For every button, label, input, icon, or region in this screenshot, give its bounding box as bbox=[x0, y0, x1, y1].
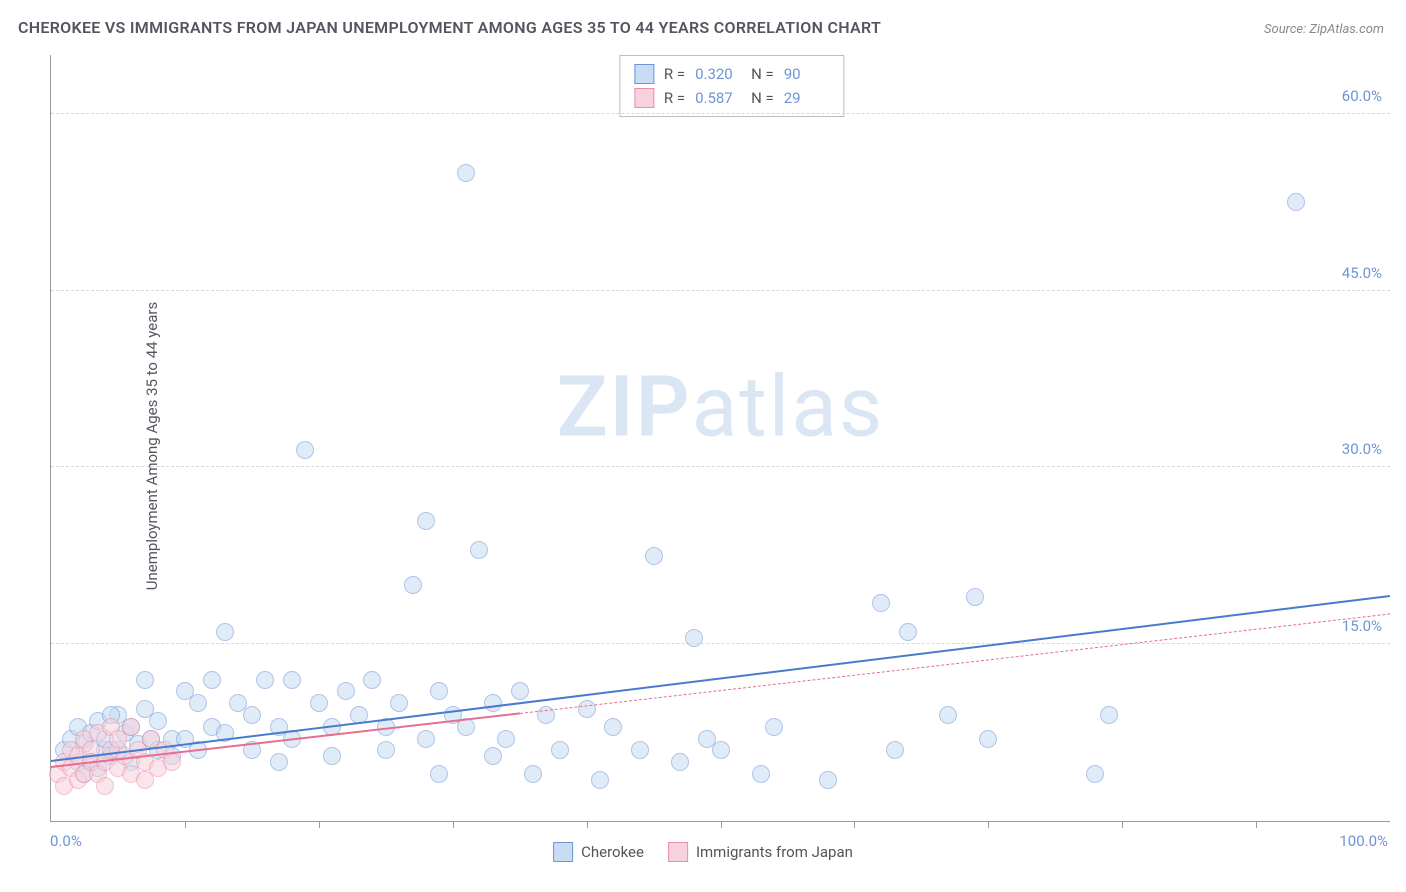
x-tick-mark bbox=[319, 821, 320, 828]
x-tick-mark bbox=[453, 821, 454, 828]
data-point bbox=[283, 671, 301, 689]
legend-r-label: R = bbox=[664, 65, 685, 83]
data-point bbox=[430, 765, 448, 783]
x-tick-mark bbox=[1122, 821, 1123, 828]
data-point bbox=[457, 164, 475, 182]
data-point bbox=[136, 671, 154, 689]
y-tick-label: 30.0% bbox=[1342, 440, 1382, 458]
legend-series-item: Immigrants from Japan bbox=[668, 842, 853, 862]
legend-stats: R = 0.320 N = 90 R = 0.587 N = 29 bbox=[619, 55, 845, 117]
data-point bbox=[551, 741, 569, 759]
data-point bbox=[404, 576, 422, 594]
data-point bbox=[203, 671, 221, 689]
legend-r-label: R = bbox=[664, 89, 685, 107]
data-point bbox=[430, 682, 448, 700]
legend-r-value: 0.587 bbox=[695, 89, 741, 107]
data-point bbox=[819, 771, 837, 789]
data-point bbox=[578, 700, 596, 718]
data-point bbox=[631, 741, 649, 759]
source-link[interactable]: Source: ZipAtlas.com bbox=[1264, 22, 1384, 37]
data-point bbox=[685, 629, 703, 647]
data-point bbox=[645, 547, 663, 565]
data-point bbox=[163, 753, 181, 771]
data-point bbox=[122, 718, 140, 736]
legend-swatch bbox=[634, 64, 654, 84]
x-tick-mark bbox=[1256, 821, 1257, 828]
data-point bbox=[712, 741, 730, 759]
data-point bbox=[417, 730, 435, 748]
data-point bbox=[1100, 706, 1118, 724]
data-point bbox=[1086, 765, 1104, 783]
y-tick-label: 45.0% bbox=[1342, 264, 1382, 282]
legend-series: Cherokee Immigrants from Japan bbox=[553, 842, 853, 862]
watermark-zip: ZIP bbox=[557, 358, 692, 457]
data-point bbox=[310, 694, 328, 712]
data-point bbox=[323, 747, 341, 765]
trendline bbox=[51, 595, 1390, 762]
data-point bbox=[377, 741, 395, 759]
data-point bbox=[979, 730, 997, 748]
data-point bbox=[363, 671, 381, 689]
legend-n-label: N = bbox=[751, 89, 774, 107]
data-point bbox=[96, 777, 114, 795]
legend-r-value: 0.320 bbox=[695, 65, 741, 83]
x-tick-max: 100.0% bbox=[1339, 832, 1388, 850]
legend-swatch bbox=[553, 842, 573, 862]
watermark: ZIPatlas bbox=[557, 358, 885, 457]
data-point bbox=[270, 753, 288, 771]
legend-n-value: 90 bbox=[784, 65, 830, 83]
data-point bbox=[484, 747, 502, 765]
data-point bbox=[604, 718, 622, 736]
gridline bbox=[51, 643, 1390, 644]
legend-n-value: 29 bbox=[784, 89, 830, 107]
legend-swatch bbox=[668, 842, 688, 862]
data-point bbox=[484, 694, 502, 712]
data-point bbox=[470, 541, 488, 559]
legend-series-label: Cherokee bbox=[581, 843, 644, 861]
plot-area: ZIPatlas R = 0.320 N = 90 R = 0.587 N = 29 15.0… bbox=[50, 55, 1390, 822]
data-point bbox=[216, 623, 234, 641]
data-point bbox=[189, 694, 207, 712]
y-tick-label: 15.0% bbox=[1342, 617, 1382, 635]
gridline bbox=[51, 113, 1390, 114]
data-point bbox=[390, 694, 408, 712]
legend-n-label: N = bbox=[751, 65, 774, 83]
x-tick-mark bbox=[721, 821, 722, 828]
data-point bbox=[524, 765, 542, 783]
data-point bbox=[899, 623, 917, 641]
data-point bbox=[1287, 193, 1305, 211]
legend-swatch bbox=[634, 88, 654, 108]
data-point bbox=[511, 682, 529, 700]
data-point bbox=[256, 671, 274, 689]
data-point bbox=[671, 753, 689, 771]
gridline bbox=[51, 466, 1390, 467]
legend-stat-row: R = 0.587 N = 29 bbox=[634, 86, 830, 110]
data-point bbox=[752, 765, 770, 783]
data-point bbox=[886, 741, 904, 759]
data-point bbox=[872, 594, 890, 612]
data-point bbox=[149, 712, 167, 730]
data-point bbox=[765, 718, 783, 736]
data-point bbox=[417, 512, 435, 530]
x-tick-mark bbox=[587, 821, 588, 828]
x-tick-min: 0.0% bbox=[50, 832, 82, 850]
data-point bbox=[939, 706, 957, 724]
x-tick-mark bbox=[988, 821, 989, 828]
legend-series-label: Immigrants from Japan bbox=[696, 843, 853, 861]
watermark-atlas: atlas bbox=[692, 358, 885, 457]
data-point bbox=[497, 730, 515, 748]
data-point bbox=[243, 706, 261, 724]
legend-stat-row: R = 0.320 N = 90 bbox=[634, 62, 830, 86]
chart-title: CHEROKEE VS IMMIGRANTS FROM JAPAN UNEMPL… bbox=[18, 18, 881, 37]
gridline bbox=[51, 290, 1390, 291]
data-point bbox=[296, 441, 314, 459]
x-tick-mark bbox=[185, 821, 186, 828]
trendline bbox=[520, 614, 1390, 715]
data-point bbox=[591, 771, 609, 789]
legend-series-item: Cherokee bbox=[553, 842, 644, 862]
data-point bbox=[966, 588, 984, 606]
y-tick-label: 60.0% bbox=[1342, 87, 1382, 105]
x-tick-mark bbox=[854, 821, 855, 828]
data-point bbox=[337, 682, 355, 700]
